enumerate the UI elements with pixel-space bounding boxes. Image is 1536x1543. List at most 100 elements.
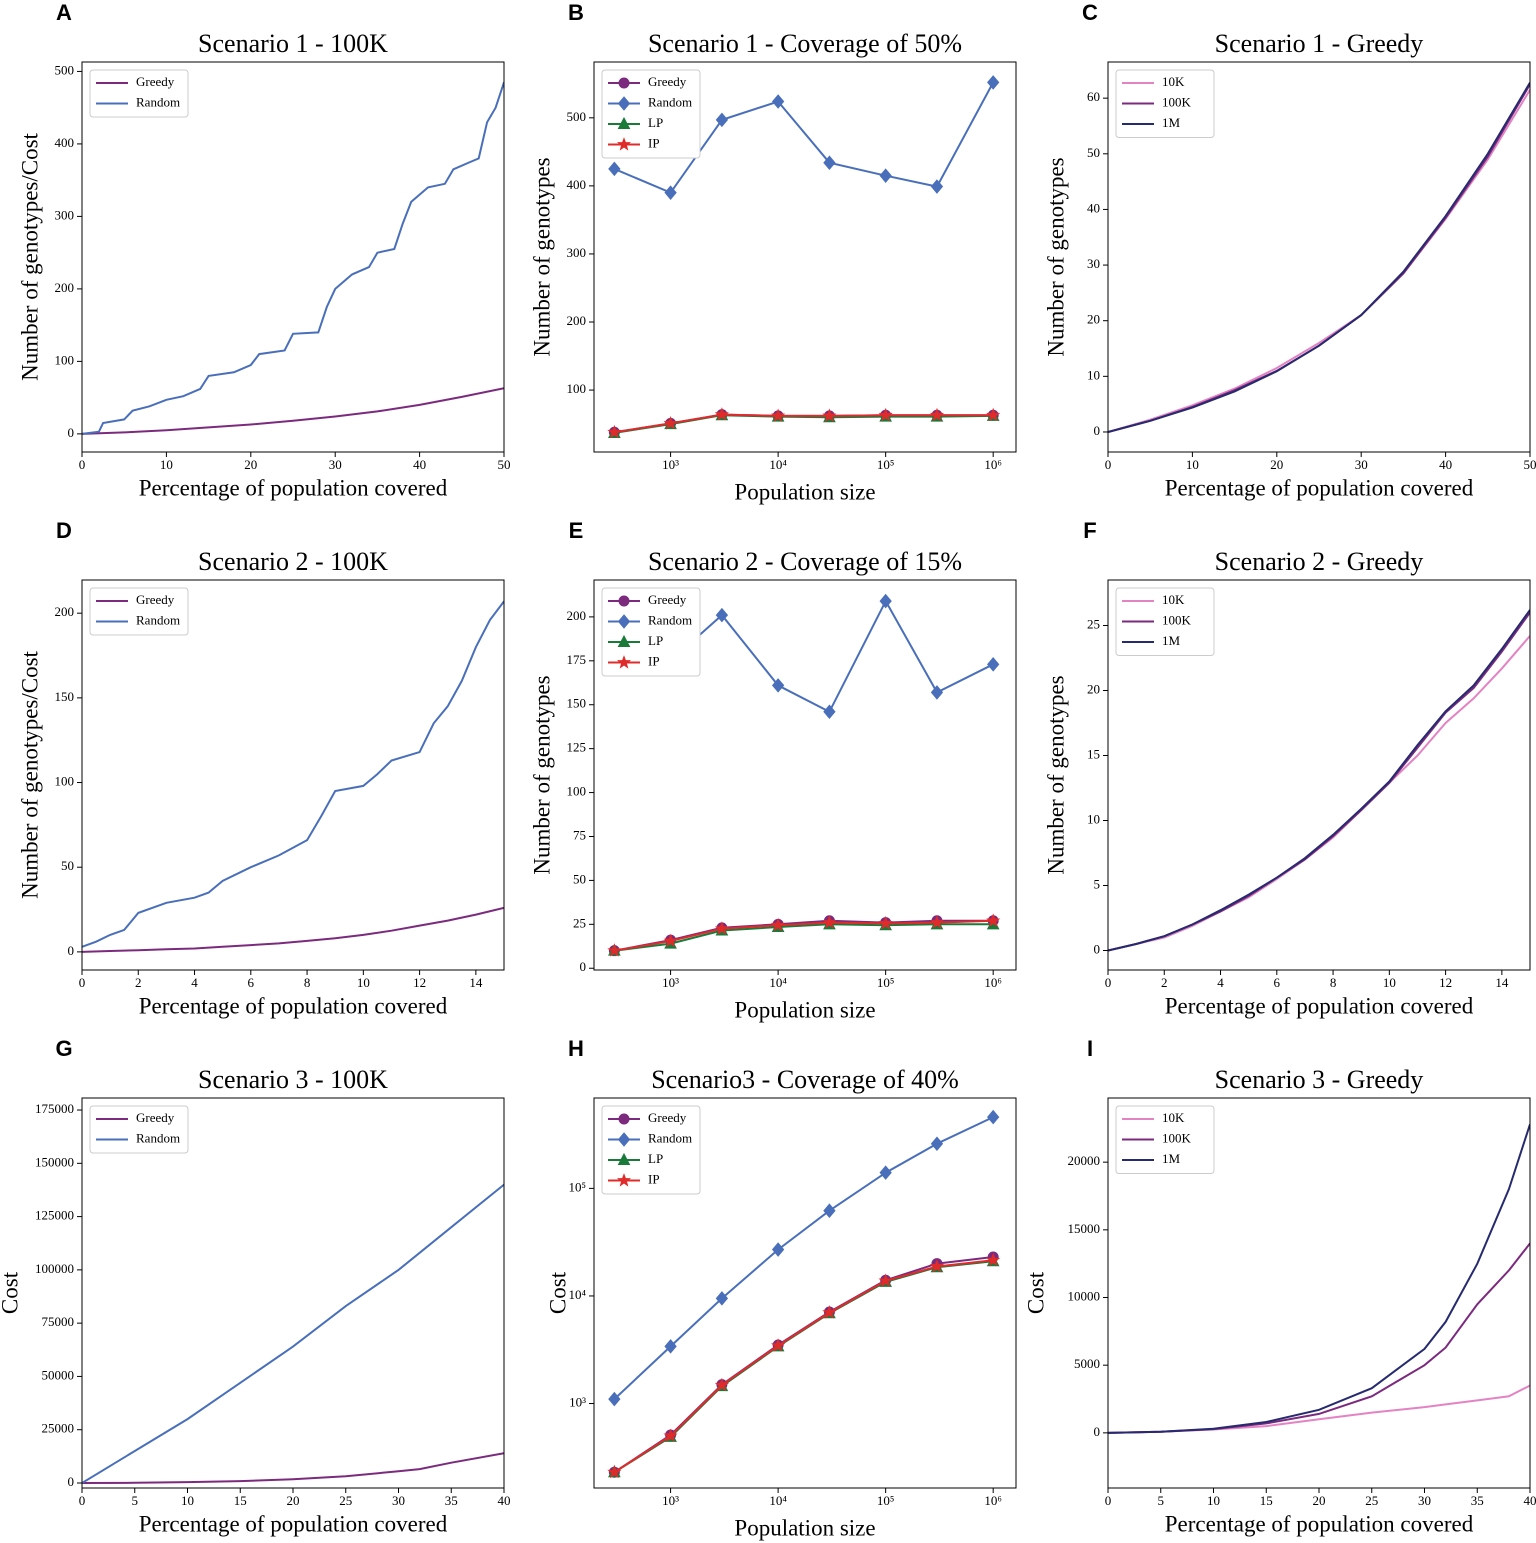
series-line bbox=[1108, 635, 1530, 952]
data-point bbox=[607, 943, 622, 957]
x-tick-label: 12 bbox=[413, 975, 426, 990]
y-tick-label: 150000 bbox=[35, 1154, 74, 1169]
x-tick-label: 4 bbox=[191, 975, 198, 990]
panel-label: A bbox=[56, 0, 72, 25]
y-axis-label: Number of genotypes bbox=[529, 157, 554, 356]
legend-label: IP bbox=[648, 1171, 660, 1186]
x-tick-label: 40 bbox=[413, 457, 426, 472]
legend-label: IP bbox=[648, 653, 660, 668]
y-tick-label: 0 bbox=[68, 425, 75, 440]
data-point bbox=[879, 1165, 892, 1180]
x-axis-label: Population size bbox=[734, 1515, 875, 1540]
chart-title: Scenario 3 - Greedy bbox=[1215, 1065, 1424, 1094]
legend-label: 1M bbox=[1162, 1151, 1181, 1166]
series-line bbox=[1108, 609, 1530, 952]
legend-label: Random bbox=[136, 94, 180, 109]
x-tick-label: 25 bbox=[339, 1493, 352, 1508]
axes-frame bbox=[81, 61, 505, 453]
y-tick-label: 0 bbox=[68, 1474, 75, 1489]
x-tick-label: 25 bbox=[1365, 1493, 1378, 1508]
y-tick-label: 0 bbox=[68, 943, 75, 958]
legend-label: LP bbox=[648, 115, 663, 130]
y-tick-label: 125000 bbox=[35, 1208, 74, 1223]
legend-marker bbox=[616, 1173, 632, 1187]
data-point bbox=[879, 168, 892, 183]
y-tick-label: 400 bbox=[55, 135, 75, 150]
chart-title: Scenario 2 - Coverage of 15% bbox=[648, 547, 962, 576]
y-tick-label: 400 bbox=[567, 177, 587, 192]
legend-marker bbox=[617, 1152, 631, 1165]
series-line bbox=[613, 1259, 994, 1474]
series-line bbox=[82, 1452, 504, 1484]
axes-frame bbox=[593, 1097, 1017, 1489]
y-tick-label: 200 bbox=[55, 280, 75, 295]
x-tick-label: 30 bbox=[392, 1493, 405, 1508]
x-tick-label: 10⁵ bbox=[877, 457, 895, 472]
y-axis-label: Cost bbox=[0, 1271, 22, 1314]
x-tick-label: 2 bbox=[1161, 975, 1168, 990]
x-tick-label: 14 bbox=[1495, 975, 1509, 990]
series-line bbox=[1108, 82, 1530, 433]
data-point bbox=[987, 657, 1000, 672]
data-point bbox=[878, 407, 893, 422]
legend-box bbox=[89, 69, 189, 118]
axes-frame bbox=[81, 579, 505, 971]
y-tick-label: 10³ bbox=[569, 1395, 586, 1410]
y-tick-label: 25000 bbox=[42, 1421, 75, 1436]
legend-label: 100K bbox=[1162, 612, 1192, 627]
x-tick-label: 0 bbox=[79, 457, 86, 472]
y-tick-label: 5 bbox=[1094, 876, 1101, 891]
legend-label: Random bbox=[648, 94, 692, 109]
chart-title: Scenario 2 - 100K bbox=[198, 547, 388, 576]
legend-marker bbox=[618, 1113, 630, 1125]
x-tick-label: 15 bbox=[234, 1493, 247, 1508]
x-tick-label: 4 bbox=[1217, 975, 1224, 990]
x-axis-label: Percentage of population covered bbox=[1165, 475, 1474, 500]
x-axis-label: Population size bbox=[734, 997, 875, 1022]
series-line bbox=[614, 81, 995, 194]
x-axis-label: Population size bbox=[734, 479, 875, 504]
axes-frame bbox=[1107, 579, 1531, 971]
data-point bbox=[771, 678, 785, 693]
x-tick-label: 0 bbox=[79, 1493, 86, 1508]
series-line bbox=[613, 1116, 994, 1400]
y-tick-label: 0 bbox=[1094, 423, 1101, 438]
data-point bbox=[664, 1339, 677, 1354]
legend-box bbox=[1115, 1105, 1215, 1174]
y-tick-label: 15000 bbox=[1068, 1221, 1101, 1236]
y-tick-label: 10000 bbox=[1068, 1288, 1101, 1303]
panel-label: B bbox=[568, 0, 584, 25]
y-tick-label: 150 bbox=[55, 689, 75, 704]
y-tick-label: 0 bbox=[1094, 1424, 1101, 1439]
legend-label: IP bbox=[648, 135, 660, 150]
x-tick-label: 40 bbox=[1524, 1493, 1536, 1508]
x-tick-label: 35 bbox=[445, 1493, 458, 1508]
y-tick-label: 30 bbox=[1087, 256, 1100, 271]
y-tick-label: 25 bbox=[1087, 616, 1100, 631]
legend-box bbox=[89, 1105, 189, 1154]
y-tick-label: 10 bbox=[1087, 367, 1100, 382]
x-tick-label: 40 bbox=[1439, 457, 1452, 472]
x-axis-label: Percentage of population covered bbox=[1165, 993, 1474, 1018]
y-axis-label: Number of genotypes bbox=[1043, 157, 1068, 356]
data-point bbox=[770, 1338, 786, 1352]
y-tick-label: 100 bbox=[55, 352, 75, 367]
y-tick-label: 75000 bbox=[42, 1314, 75, 1329]
x-tick-label: 10⁴ bbox=[769, 975, 787, 990]
legend-box bbox=[1115, 69, 1215, 138]
y-tick-label: 175 bbox=[567, 652, 587, 667]
legend-label: 1M bbox=[1162, 633, 1181, 648]
data-point bbox=[608, 1391, 621, 1407]
y-tick-label: 5000 bbox=[1074, 1356, 1100, 1371]
legend-marker bbox=[617, 96, 631, 111]
x-tick-label: 50 bbox=[1524, 457, 1536, 472]
x-tick-label: 5 bbox=[132, 1493, 139, 1508]
y-tick-label: 40 bbox=[1087, 200, 1100, 215]
legend-marker bbox=[618, 77, 630, 89]
x-tick-label: 10⁶ bbox=[984, 457, 1002, 472]
series-line bbox=[1108, 611, 1530, 952]
data-point bbox=[663, 1428, 678, 1442]
y-tick-label: 50 bbox=[573, 871, 586, 886]
